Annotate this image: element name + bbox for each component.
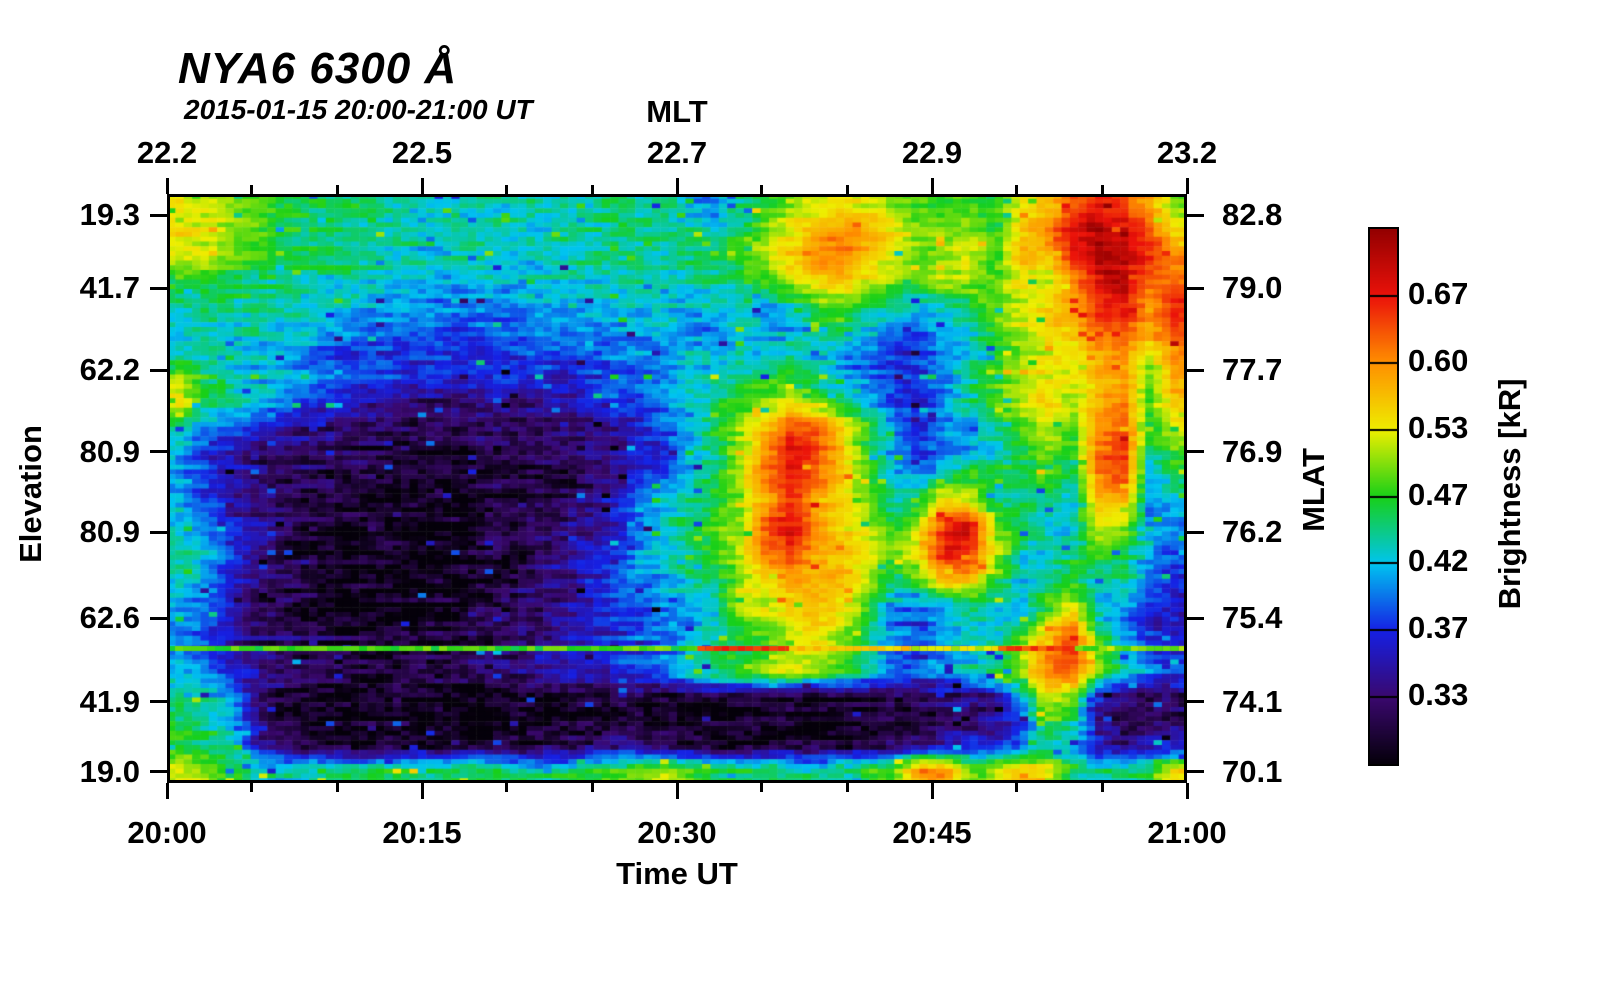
top-axis-tick-label: 22.7 [646,135,708,170]
bottom-axis-minor-tick [845,783,849,792]
colorbar-tick-label: 0.67 [1408,275,1469,311]
bottom-axis-minor-tick [1015,783,1019,792]
bottom-axis-minor-tick [505,783,509,792]
top-axis-tick-mark [1185,178,1189,194]
bottom-axis-minor-tick [335,783,339,792]
top-axis-minor-tick [335,185,339,194]
top-axis-tick-mark [930,178,934,194]
right-axis-tick-mark [1187,368,1204,372]
left-axis-tick-label: 19.3 [79,197,140,233]
colorbar [1368,227,1399,766]
right-axis-tick-mark [1187,213,1204,217]
bottom-axis-tick-mark [1185,783,1189,799]
bottom-axis-minor-tick [760,783,764,792]
bottom-axis-tick-label: 20:00 [127,815,207,850]
colorbar-tick-label: 0.60 [1408,342,1469,378]
top-axis-minor-tick [845,185,849,194]
right-axis-tick-label: 77.7 [1222,352,1283,388]
right-axis-tick-label: 76.2 [1222,514,1283,550]
right-axis-tick-label: 74.1 [1222,683,1283,719]
colorbar-tick-label: 0.47 [1408,476,1469,512]
left-axis-tick-label: 41.9 [79,683,140,719]
bottom-axis-minor-tick [590,783,594,792]
bottom-axis-tick-label: 20:30 [637,815,717,850]
plot-frame [167,194,1187,783]
top-axis-tick-label: 22.5 [391,135,453,170]
left-axis-tick-mark [150,530,167,534]
top-axis-minor-tick [760,185,764,194]
bottom-axis-tick-mark [930,783,934,799]
right-axis-tick-mark [1187,770,1204,774]
bottom-axis-tick-label: 20:15 [382,815,462,850]
top-axis-minor-tick [1015,185,1019,194]
left-axis-tick-mark [150,286,167,290]
left-axis-tick-mark [150,770,167,774]
top-axis-minor-tick [505,185,509,194]
right-axis-tick-mark [1187,530,1204,534]
plot-title: NYA6 6300 Å [178,44,458,93]
left-axis-tick-label: 62.6 [79,600,140,636]
left-axis-tick-mark [150,700,167,704]
left-axis-tick-label: 41.7 [79,270,140,306]
top-axis-tick-mark [165,178,169,194]
plot-subtitle: 2015-01-15 20:00-21:00 UT [184,94,533,125]
right-axis-tick-mark [1187,700,1204,704]
bottom-axis-title: Time UT [616,856,738,891]
top-axis-minor-tick [250,185,254,194]
right-axis-tick-mark [1187,286,1204,290]
top-axis-minor-tick [590,185,594,194]
bottom-axis-minor-tick [1100,783,1104,792]
colorbar-tick-label: 0.42 [1408,543,1469,579]
left-axis-tick-label: 62.2 [79,352,140,388]
bottom-axis-tick-label: 20:45 [892,815,972,850]
left-axis-tick-label: 80.9 [79,433,140,469]
top-axis-tick-mark [420,178,424,194]
top-axis-tick-label: 23.2 [1156,135,1218,170]
right-axis-tick-mark [1187,616,1204,620]
right-axis-tick-label: 75.4 [1222,600,1283,636]
left-axis-tick-mark [150,616,167,620]
bottom-axis-tick-mark [165,783,169,799]
top-axis-title: MLT [646,94,708,129]
right-axis-tick-label: 76.9 [1222,433,1283,469]
bottom-axis-tick-label: 21:00 [1147,815,1227,850]
left-axis-tick-mark [150,368,167,372]
bottom-axis-minor-tick [250,783,254,792]
right-axis-tick-label: 82.8 [1222,197,1283,233]
left-axis-tick-mark [150,213,167,217]
heatmap-canvas [167,194,1187,783]
left-axis-tick-label: 19.0 [79,753,140,789]
top-axis-tick-mark [675,178,679,194]
colorbar-tick-label: 0.33 [1408,677,1469,713]
right-axis-tick-label: 70.1 [1222,753,1283,789]
bottom-axis-tick-mark [675,783,679,799]
colorbar-tick-label: 0.37 [1408,610,1469,646]
left-axis-tick-label: 80.9 [79,514,140,550]
colorbar-tick-label: 0.53 [1408,409,1469,445]
top-axis-minor-tick [1100,185,1104,194]
right-axis-tick-label: 79.0 [1222,270,1283,306]
top-axis-tick-label: 22.2 [136,135,198,170]
top-axis-tick-label: 22.9 [901,135,963,170]
colorbar-canvas [1370,229,1397,764]
bottom-axis-tick-mark [420,783,424,799]
left-axis-tick-mark [150,450,167,454]
right-axis-tick-mark [1187,450,1204,454]
